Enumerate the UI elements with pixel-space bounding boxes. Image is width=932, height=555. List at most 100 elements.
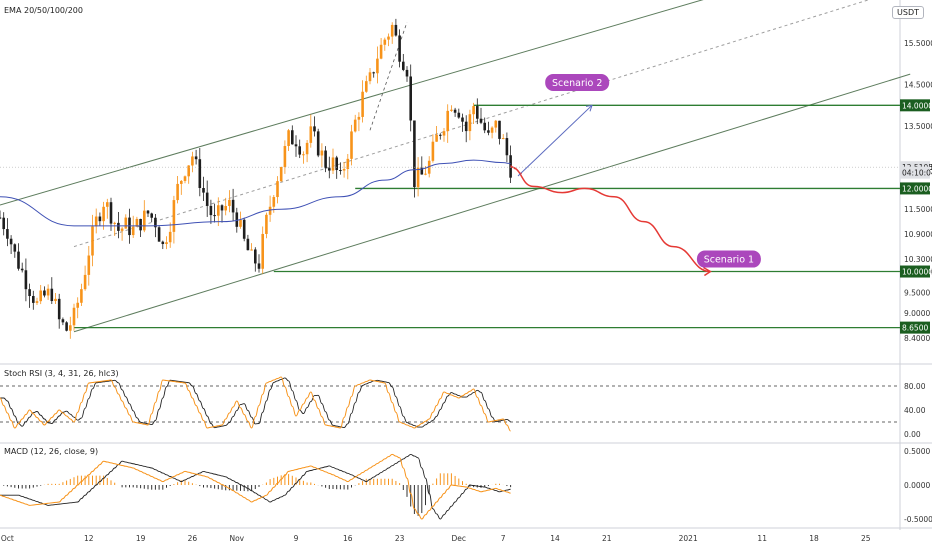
- candle-body: [154, 217, 157, 228]
- candle-body: [187, 165, 190, 177]
- candle-body: [435, 134, 438, 142]
- candle-body: [13, 244, 17, 252]
- x-tick-label: 11: [757, 534, 767, 543]
- candle-body: [501, 138, 505, 140]
- x-tick-label: 16: [343, 534, 353, 543]
- candle-body: [128, 217, 131, 236]
- candle-body: [9, 238, 13, 245]
- candle-body: [261, 233, 264, 269]
- candle-body: [405, 69, 409, 77]
- macd-line: [0, 453, 511, 520]
- currency-badge[interactable]: USDT: [892, 6, 924, 19]
- candle-body: [180, 180, 183, 184]
- candle-body: [494, 120, 498, 128]
- scenario-2-arrowhead: [585, 104, 593, 112]
- x-tick-label: Oct: [1, 534, 14, 543]
- candle-body: [43, 290, 46, 296]
- macd-title: MACD (12, 26, close, 9): [4, 447, 99, 456]
- macd-histogram: [3, 473, 512, 516]
- x-tick-label: 12: [84, 534, 94, 543]
- candle-body: [346, 158, 350, 169]
- candle-body: [131, 226, 135, 236]
- candle-body: [231, 199, 235, 213]
- x-tick-label: 19: [136, 534, 146, 543]
- candle-body: [479, 118, 483, 123]
- candle-body: [54, 298, 57, 302]
- macd-y-tick-label: 0.5000: [904, 447, 930, 456]
- candle-body: [83, 274, 87, 290]
- price-axis-tag: [900, 182, 930, 195]
- candle-body: [65, 322, 68, 331]
- candle-body: [302, 154, 305, 156]
- ema-line: [0, 159, 511, 227]
- candle-body: [442, 131, 446, 136]
- candle-body: [446, 110, 449, 132]
- candle-body: [365, 81, 368, 92]
- candle-body: [191, 156, 194, 166]
- candle-body: [209, 205, 213, 216]
- candle-body: [416, 167, 420, 188]
- candle-body: [420, 167, 424, 175]
- candle-body: [313, 126, 316, 132]
- candle-body: [69, 325, 72, 331]
- inner-channel-line: [369, 22, 408, 131]
- candle-body: [32, 296, 35, 303]
- x-tick-label: Dec: [452, 534, 467, 543]
- candle-body: [176, 183, 179, 201]
- candles-group: [0, 18, 512, 339]
- price-axis-tag: [900, 166, 930, 179]
- x-tick-label: 18: [809, 534, 819, 543]
- price-axis-tag: [900, 99, 930, 112]
- candle-body: [124, 217, 128, 229]
- candle-body: [205, 192, 209, 206]
- candle-body: [213, 215, 216, 217]
- candle-body: [294, 144, 298, 147]
- price-axis-tag-label: 8.6500: [902, 324, 928, 333]
- candle-body: [28, 289, 31, 297]
- candle-body: [498, 120, 501, 139]
- candle-body: [202, 188, 205, 193]
- candle-body: [157, 227, 161, 242]
- candle-body: [279, 167, 283, 182]
- candle-body: [476, 106, 479, 119]
- candle-body: [453, 109, 457, 113]
- stoch-rsi-d-line: [0, 377, 511, 429]
- candle-body: [450, 109, 453, 111]
- candle-body: [143, 210, 146, 231]
- candle-body: [198, 159, 202, 189]
- candle-body: [194, 156, 198, 160]
- candle-body: [309, 126, 313, 143]
- candle-body: [390, 24, 394, 37]
- stoch-rsi-k-line: [0, 376, 511, 432]
- x-tick-label: 7: [501, 534, 506, 543]
- candle-body: [353, 119, 357, 132]
- stoch-rsi-title: Stoch RSI (3, 4, 31, 26, hlc3): [4, 369, 119, 378]
- candle-body: [120, 228, 124, 231]
- y-tick-label: 8.4000: [904, 334, 930, 343]
- x-tick-label: Nov: [229, 534, 244, 543]
- candle-body: [117, 222, 120, 231]
- macd-signal-line: [0, 453, 511, 520]
- price-axis-tag: [900, 321, 930, 334]
- candle-body: [220, 205, 224, 211]
- candle-body: [328, 168, 331, 171]
- candle-body: [350, 131, 353, 159]
- candle-body: [98, 216, 102, 222]
- candle-body: [50, 288, 54, 302]
- candle-body: [394, 24, 398, 36]
- candle-body: [357, 116, 361, 120]
- candle-body: [0, 217, 2, 219]
- candle-body: [235, 212, 239, 227]
- candle-body: [468, 114, 472, 132]
- candle-body: [228, 199, 231, 206]
- candle-body: [379, 44, 383, 59]
- candle-body: [387, 36, 390, 40]
- channel-upper-line: [0, 0, 704, 206]
- candle-body: [39, 290, 42, 302]
- x-tick-label: 23: [395, 534, 405, 543]
- candle-body: [146, 210, 150, 214]
- scenario-annotation-2: [545, 73, 610, 91]
- candle-body: [509, 155, 512, 178]
- x-tick-label: 21: [602, 534, 612, 543]
